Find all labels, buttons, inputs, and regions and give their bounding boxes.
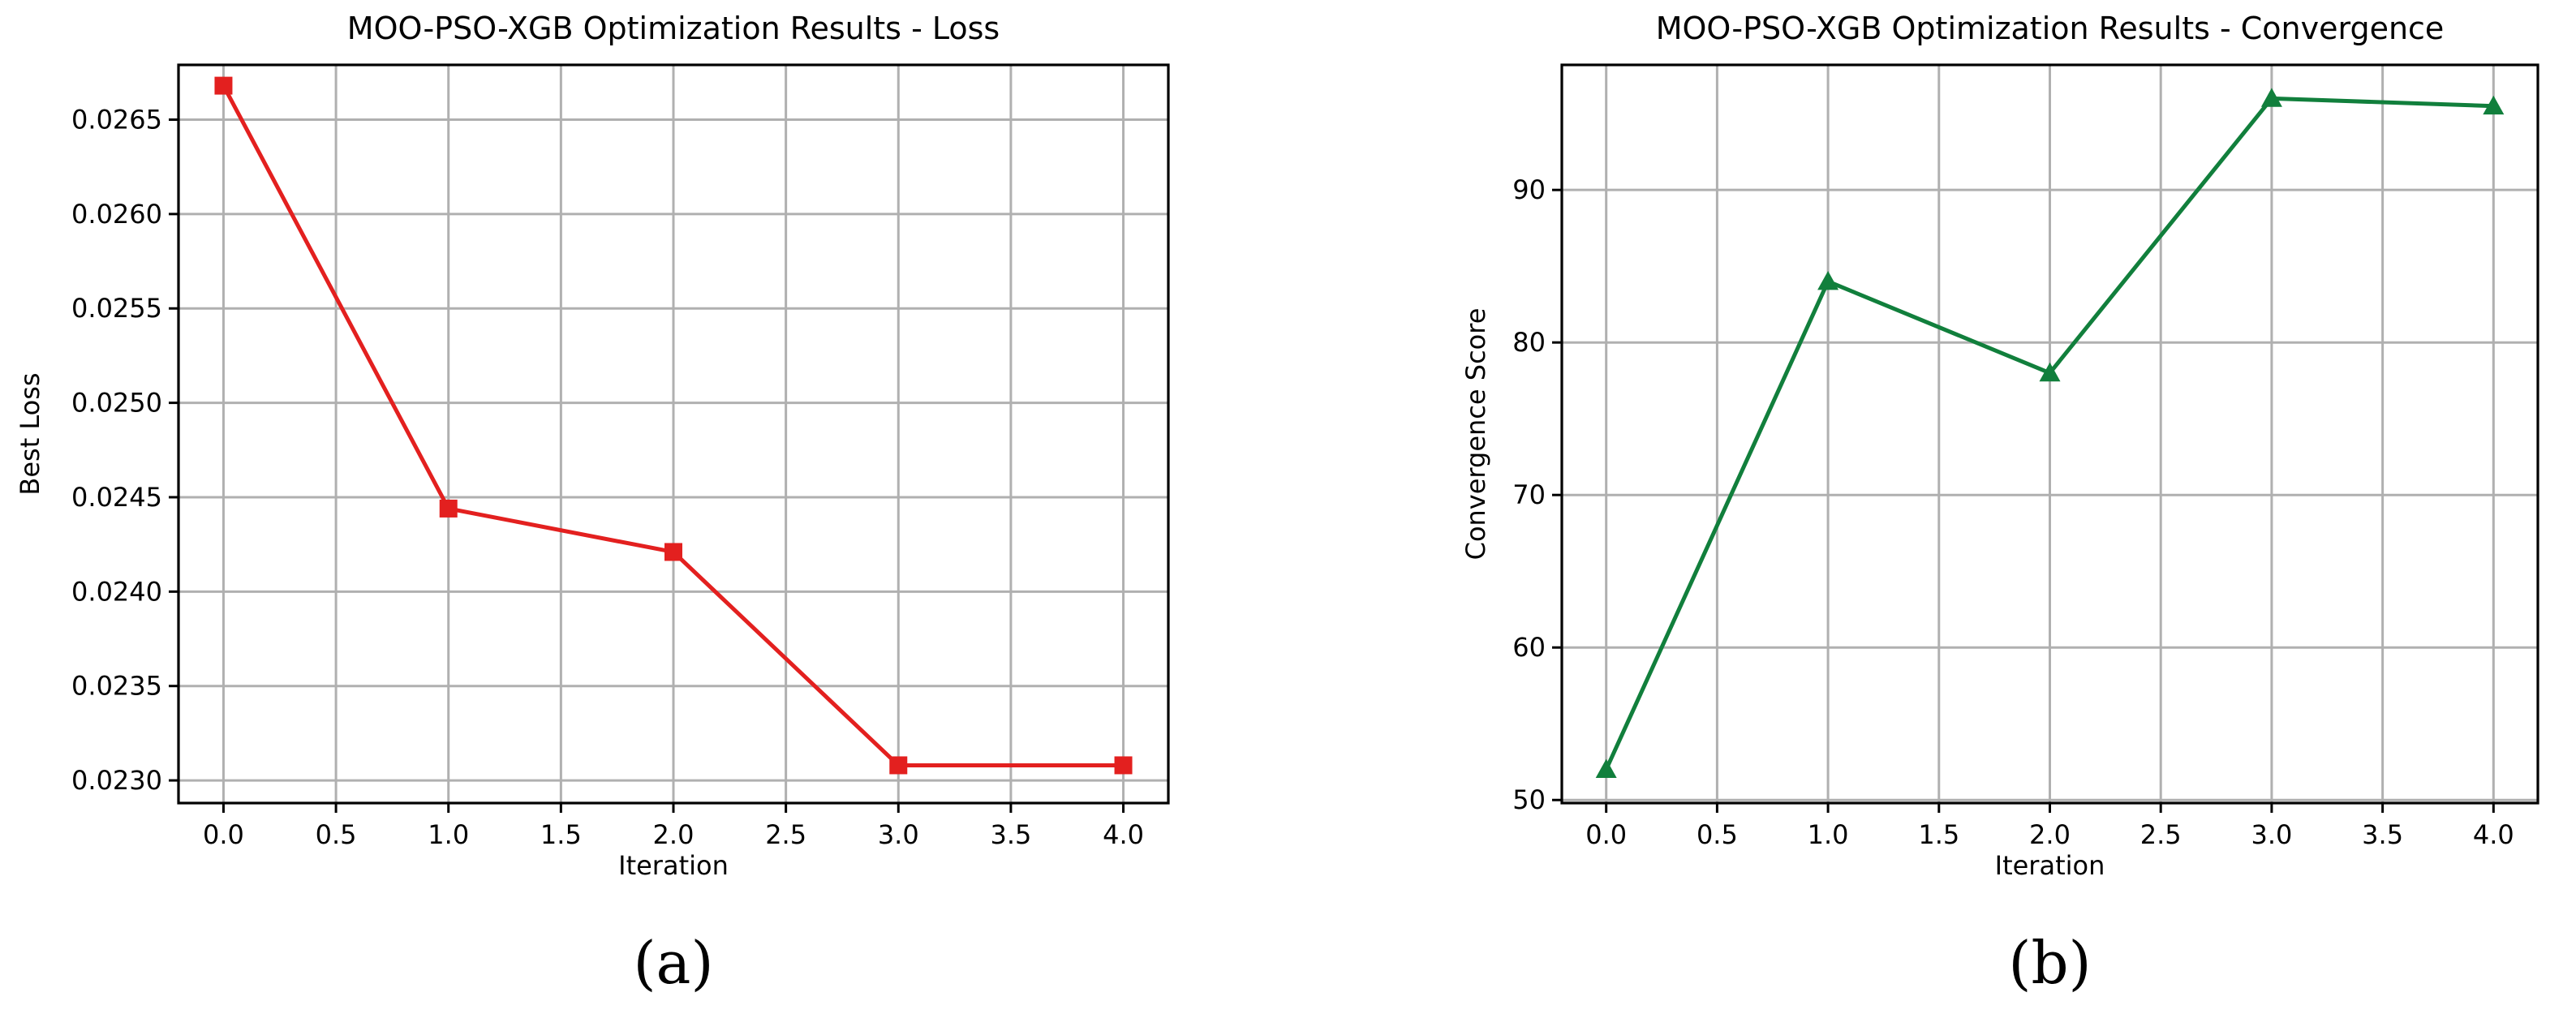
loss-chart-ytick-label: 0.0230 (71, 765, 162, 796)
loss-chart-ytick-label: 0.0250 (71, 388, 162, 419)
loss-chart-panel: MOO-PSO-XGB Optimization Results - Loss … (15, 11, 1170, 997)
convergence-chart-panel: MOO-PSO-XGB Optimization Results - Conve… (1460, 11, 2539, 997)
convergence-chart-xtick-label: 2.5 (2140, 819, 2182, 850)
convergence-chart-axes-frame (1560, 63, 2539, 805)
convergence-chart-xtick-label: 0.0 (1585, 819, 1627, 850)
loss-chart-ytick-label: 0.0265 (71, 104, 162, 135)
convergence-chart-panel-label: (b) (2008, 929, 2091, 997)
loss-chart-xtick-label: 3.5 (990, 819, 1031, 850)
loss-chart-ytick-label: 0.0255 (71, 293, 162, 324)
convergence-chart-data-point (2260, 88, 2282, 107)
convergence-chart-xtick-label: 1.0 (1808, 819, 1849, 850)
loss-chart-axes-frame (177, 63, 1170, 805)
loss-chart-ytick-label: 0.0240 (71, 576, 162, 607)
convergence-chart-xtick-label: 3.0 (2251, 819, 2292, 850)
convergence-chart-xtick-label: 1.5 (1918, 819, 1959, 850)
convergence-chart-data-point (1595, 758, 1617, 779)
convergence-chart-ytick-label: 60 (1512, 632, 1546, 663)
convergence-chart-xlabel: Iteration (1995, 850, 2105, 881)
convergence-chart-grid (1562, 65, 2538, 803)
loss-chart-ytick-label: 0.0235 (71, 671, 162, 702)
convergence-chart-ytick-label: 80 (1512, 327, 1546, 358)
loss-chart-panel-label: (a) (633, 929, 713, 997)
convergence-chart-data-point (2039, 362, 2061, 382)
loss-chart-xtick-label: 3.0 (878, 819, 919, 850)
convergence-chart-xtick-label: 3.5 (2362, 819, 2403, 850)
loss-chart-xtick-label: 0.0 (203, 819, 244, 850)
loss-chart-data-point (889, 756, 908, 775)
loss-chart-xtick-label: 2.5 (765, 819, 806, 850)
convergence-chart-ytick-label: 90 (1512, 174, 1546, 205)
loss-chart-data-point (1114, 756, 1133, 775)
convergence-chart-xtick-label: 2.0 (2029, 819, 2071, 850)
loss-chart-grid (178, 65, 1168, 803)
loss-chart-xlabel: Iteration (618, 850, 729, 881)
loss-chart-xtick-label: 1.5 (540, 819, 582, 850)
loss-chart-ytick-label: 0.0260 (71, 199, 162, 230)
loss-chart-xtick-label: 4.0 (1103, 819, 1144, 850)
convergence-chart-ytick-label: 50 (1512, 784, 1546, 815)
convergence-chart-xtick-label: 4.0 (2473, 819, 2514, 850)
loss-chart-data-point (664, 543, 682, 561)
loss-chart-xtick-label: 1.0 (428, 819, 469, 850)
convergence-chart-title: MOO-PSO-XGB Optimization Results - Conve… (1656, 11, 2445, 46)
convergence-chart-xtick-label: 0.5 (1697, 819, 1738, 850)
convergence-chart-data-point (2483, 95, 2505, 115)
convergence-chart-ytick-label: 70 (1512, 479, 1546, 510)
convergence-chart-data-point (1817, 270, 1839, 290)
loss-chart-ytick-label: 0.0245 (71, 482, 162, 513)
convergence-chart-ylabel: Convergence Score (1460, 308, 1491, 561)
loss-chart-xtick-label: 0.5 (316, 819, 357, 850)
loss-chart-ylabel: Best Loss (15, 372, 45, 495)
loss-chart-data-point (439, 499, 458, 518)
loss-chart-data-point (214, 76, 233, 95)
loss-chart-xtick-label: 2.0 (653, 819, 695, 850)
loss-chart-title: MOO-PSO-XGB Optimization Results - Loss (347, 11, 1000, 46)
